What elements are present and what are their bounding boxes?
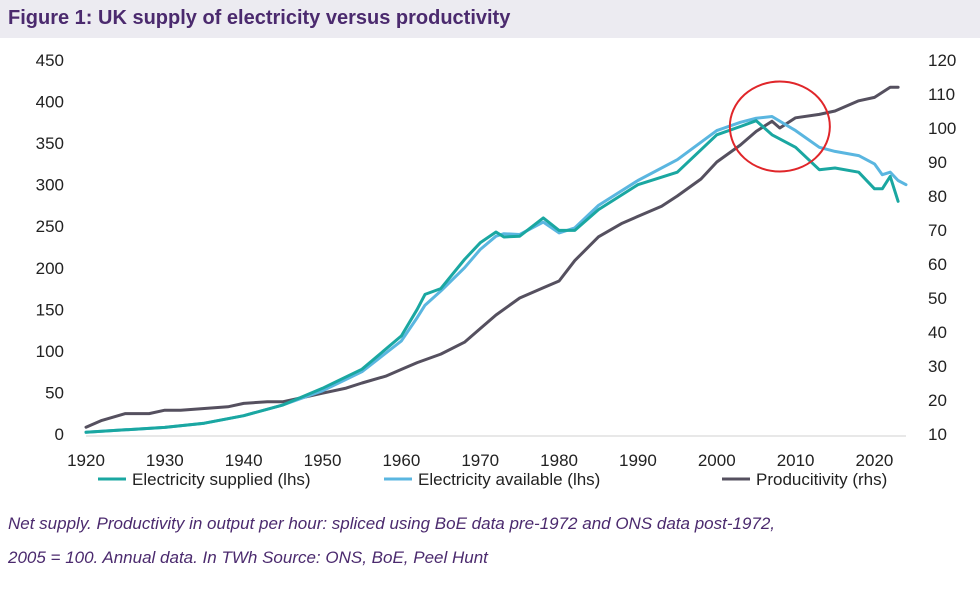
legend: Electricity supplied (lhs) Electricity av… [98, 470, 887, 489]
footnote-line-2: 2005 = 100. Annual data. In TWh Source: … [8, 548, 488, 567]
right-tick-label: 100 [928, 119, 956, 138]
left-tick-label: 150 [36, 300, 64, 319]
left-tick-label: 350 [36, 134, 64, 153]
series-line-0 [84, 119, 900, 434]
left-tick-label: 50 [45, 383, 64, 402]
right-tick-label: 30 [928, 357, 947, 376]
x-tick-label: 1960 [382, 451, 420, 470]
right-tick-label: 60 [928, 255, 947, 274]
legend-label: Electricity supplied (lhs) [132, 470, 311, 489]
x-axis-ticks: 1920 1930 1940 1950 1960 1970 1980 1990 2000 2010… [67, 451, 893, 470]
right-tick-label: 50 [928, 289, 947, 308]
title-bar [0, 0, 980, 38]
right-tick-label: 10 [928, 425, 947, 444]
x-tick-label: 1930 [146, 451, 184, 470]
x-tick-label: 2020 [856, 451, 894, 470]
line-chart: 0 50 100 150 200 250 300 350 400 450 10 20 30 40 50 60… [36, 51, 957, 489]
highlight-circle [728, 80, 831, 173]
x-tick-label: 1940 [225, 451, 263, 470]
left-tick-label: 300 [36, 176, 64, 195]
right-tick-label: 80 [928, 187, 947, 206]
series-line-1 [84, 115, 908, 434]
left-tick-label: 400 [36, 93, 64, 112]
x-tick-label: 2010 [777, 451, 815, 470]
left-tick-label: 100 [36, 342, 64, 361]
x-tick-label: 1970 [461, 451, 499, 470]
left-tick-label: 450 [36, 51, 64, 70]
right-tick-label: 40 [928, 323, 947, 342]
chart-title: Figure 1: UK supply of electricity versu… [8, 7, 511, 29]
footnote-line-1: Net supply. Productivity in output per h… [8, 514, 776, 533]
legend-label: Producitivity (rhs) [756, 470, 887, 489]
left-tick-label: 0 [55, 425, 64, 444]
x-tick-label: 2000 [698, 451, 736, 470]
series-lines [84, 85, 908, 434]
x-tick-label: 1920 [67, 451, 105, 470]
right-axis-ticks: 10 20 30 40 50 60 70 80 90 100 110 120 [928, 51, 956, 444]
right-tick-label: 20 [928, 391, 947, 410]
series-line-2 [84, 85, 900, 429]
legend-label: Electricity available (lhs) [418, 470, 600, 489]
right-tick-label: 120 [928, 51, 956, 70]
right-tick-label: 110 [928, 85, 955, 104]
left-tick-label: 200 [36, 259, 64, 278]
left-axis-ticks: 0 50 100 150 200 250 300 350 400 450 [36, 51, 64, 444]
right-tick-label: 70 [928, 221, 947, 240]
x-tick-label: 1950 [304, 451, 342, 470]
annotation [728, 80, 831, 173]
right-tick-label: 90 [928, 153, 947, 172]
x-tick-label: 1990 [619, 451, 657, 470]
left-tick-label: 250 [36, 217, 64, 236]
x-tick-label: 1980 [540, 451, 578, 470]
